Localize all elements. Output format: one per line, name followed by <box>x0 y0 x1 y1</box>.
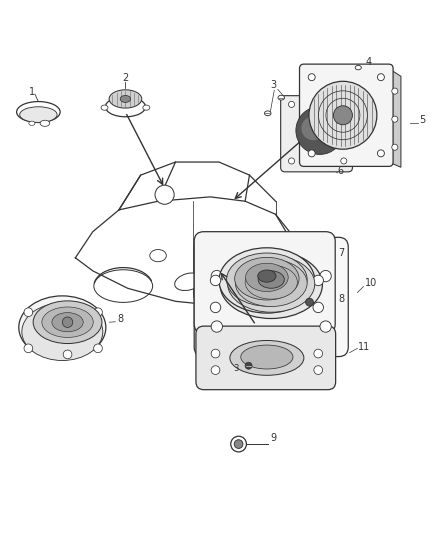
Ellipse shape <box>101 105 108 110</box>
Circle shape <box>392 116 398 122</box>
Circle shape <box>231 436 247 452</box>
Ellipse shape <box>22 303 103 360</box>
Circle shape <box>392 88 398 94</box>
Text: 3: 3 <box>233 364 238 373</box>
Circle shape <box>341 101 347 108</box>
Text: 9: 9 <box>270 433 276 443</box>
Circle shape <box>210 302 221 313</box>
Circle shape <box>94 308 102 317</box>
Circle shape <box>245 362 252 369</box>
Text: 3: 3 <box>271 80 277 90</box>
FancyBboxPatch shape <box>300 64 393 166</box>
Ellipse shape <box>109 90 142 108</box>
Text: 10: 10 <box>365 278 377 288</box>
Text: 4: 4 <box>365 58 371 68</box>
Text: 11: 11 <box>358 342 371 352</box>
Ellipse shape <box>150 249 166 262</box>
Ellipse shape <box>40 120 49 126</box>
Ellipse shape <box>94 270 152 302</box>
Ellipse shape <box>220 251 322 319</box>
Circle shape <box>24 344 33 353</box>
Circle shape <box>94 344 102 353</box>
Ellipse shape <box>237 277 289 308</box>
Ellipse shape <box>20 107 57 123</box>
Circle shape <box>289 101 295 108</box>
Circle shape <box>155 185 174 204</box>
Circle shape <box>308 150 315 157</box>
Circle shape <box>210 275 221 286</box>
Circle shape <box>308 74 315 80</box>
Circle shape <box>309 82 377 149</box>
Circle shape <box>313 302 323 313</box>
Ellipse shape <box>175 273 202 290</box>
Circle shape <box>333 106 353 125</box>
Ellipse shape <box>29 121 35 125</box>
FancyBboxPatch shape <box>194 232 335 334</box>
Ellipse shape <box>106 97 145 117</box>
Ellipse shape <box>265 111 271 116</box>
Circle shape <box>378 150 385 157</box>
Ellipse shape <box>52 313 83 332</box>
Text: 6: 6 <box>338 166 344 176</box>
Ellipse shape <box>42 307 93 337</box>
Circle shape <box>289 158 295 164</box>
Polygon shape <box>389 68 401 167</box>
Ellipse shape <box>228 256 315 312</box>
Ellipse shape <box>301 116 325 140</box>
Circle shape <box>211 349 220 358</box>
Ellipse shape <box>246 263 288 292</box>
Circle shape <box>314 349 322 358</box>
Ellipse shape <box>278 95 285 100</box>
Text: 7: 7 <box>338 248 344 257</box>
Ellipse shape <box>355 66 361 70</box>
Ellipse shape <box>143 105 150 110</box>
Circle shape <box>392 144 398 150</box>
Circle shape <box>62 317 73 327</box>
Circle shape <box>378 74 385 80</box>
Text: 8: 8 <box>117 314 123 324</box>
Circle shape <box>313 275 323 286</box>
Ellipse shape <box>258 270 276 282</box>
Circle shape <box>211 270 223 282</box>
FancyBboxPatch shape <box>194 237 348 357</box>
Text: 1: 1 <box>29 87 35 98</box>
Circle shape <box>211 321 223 332</box>
Ellipse shape <box>226 253 307 306</box>
Ellipse shape <box>296 107 344 155</box>
Ellipse shape <box>17 102 60 123</box>
Ellipse shape <box>258 271 284 288</box>
Circle shape <box>320 321 331 332</box>
Ellipse shape <box>120 95 131 102</box>
Circle shape <box>234 440 243 448</box>
Ellipse shape <box>241 345 293 369</box>
Ellipse shape <box>214 269 241 286</box>
FancyBboxPatch shape <box>196 326 336 390</box>
Circle shape <box>320 270 331 282</box>
Circle shape <box>306 298 314 306</box>
Ellipse shape <box>19 296 106 359</box>
Ellipse shape <box>235 260 307 306</box>
Ellipse shape <box>33 301 102 344</box>
Ellipse shape <box>235 257 299 300</box>
Text: 8: 8 <box>339 294 345 304</box>
Ellipse shape <box>230 341 304 375</box>
Ellipse shape <box>245 265 297 299</box>
Text: 5: 5 <box>420 115 426 125</box>
Text: 2: 2 <box>122 74 128 84</box>
FancyBboxPatch shape <box>281 96 353 172</box>
Ellipse shape <box>219 248 315 313</box>
Circle shape <box>314 366 322 375</box>
Circle shape <box>211 366 220 375</box>
Circle shape <box>63 350 72 359</box>
Circle shape <box>24 308 33 317</box>
Circle shape <box>341 158 347 164</box>
